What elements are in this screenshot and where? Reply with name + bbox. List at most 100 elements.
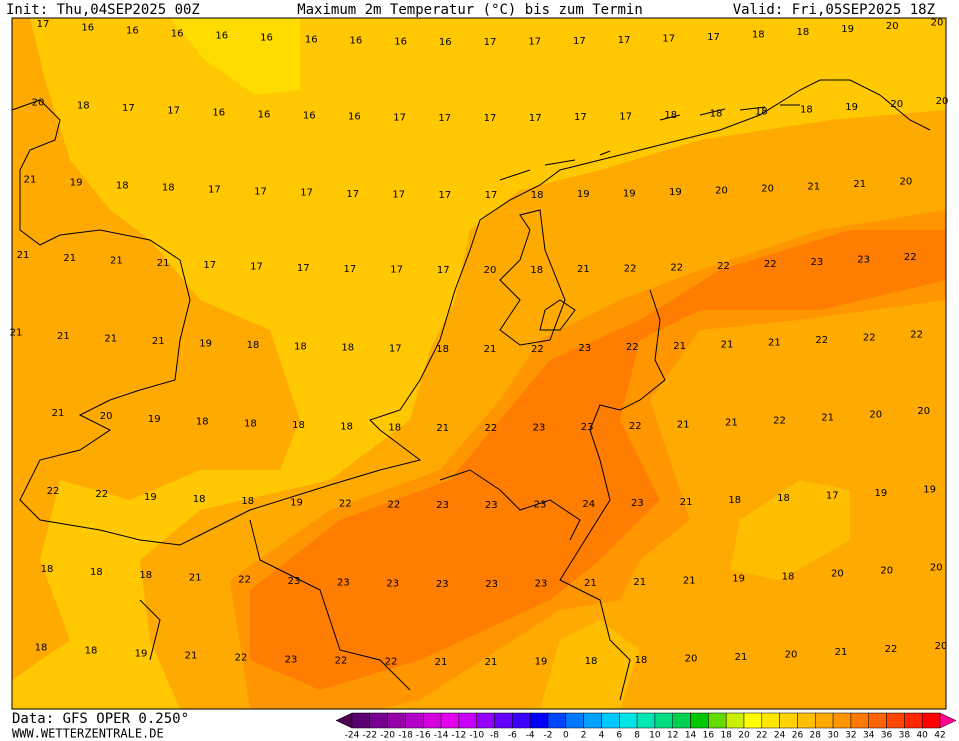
temperature-value: 20 — [886, 21, 899, 32]
temperature-value: 18 — [247, 340, 260, 351]
colorbar-cell — [387, 712, 406, 729]
colorbar-cell — [512, 712, 531, 729]
temperature-value: 18 — [340, 421, 353, 432]
temperature-value: 20 — [32, 97, 45, 108]
temperature-value: 18 — [585, 656, 598, 667]
colorbar-label: 22 — [756, 731, 767, 741]
temperature-value: 21 — [633, 577, 646, 588]
temperature-value: 21 — [157, 258, 170, 269]
temperature-value: 18 — [196, 416, 209, 427]
temperature-value: 21 — [24, 175, 37, 186]
temperature-value: 20 — [890, 99, 903, 110]
temperature-value: 17 — [389, 343, 402, 354]
temperature-value: 17 — [574, 112, 587, 123]
temperature-value: 17 — [390, 265, 403, 276]
colorbar-cell — [601, 712, 620, 729]
temperature-value: 23 — [581, 422, 594, 433]
temperature-field — [12, 18, 946, 709]
temperature-value: 21 — [835, 647, 848, 658]
temperature-value: 18 — [710, 109, 723, 120]
temperature-value: 23 — [857, 255, 870, 266]
temperature-value: 17 — [438, 113, 451, 124]
temperature-value: 17 — [344, 264, 357, 275]
colorbar-end — [335, 712, 353, 729]
colorbar-cell — [797, 712, 816, 729]
temperature-value: 19 — [841, 24, 854, 35]
temperature-value: 23 — [631, 498, 644, 509]
temperature-value: 21 — [189, 572, 202, 583]
temperature-value: 21 — [683, 575, 696, 586]
colorbar-label: -14 — [434, 731, 449, 741]
temperature-value: 17 — [484, 37, 497, 48]
temperature-value: 18 — [664, 110, 677, 121]
temperature-value: 21 — [185, 651, 198, 662]
temperature-value: 21 — [577, 264, 590, 275]
temperature-value: 17 — [203, 260, 216, 271]
colorbar-label: 42 — [934, 731, 945, 741]
temperature-value: 18 — [800, 104, 813, 115]
colorbar-label: 8 — [634, 731, 640, 741]
colorbar-label: -10 — [469, 731, 484, 741]
temperature-value: 21 — [110, 256, 123, 267]
temperature-value: 21 — [485, 657, 498, 668]
temperature-value: 21 — [152, 336, 165, 347]
temperature-value: 22 — [815, 335, 828, 346]
temperature-value: 23 — [485, 500, 498, 511]
colorbar-cell — [405, 712, 424, 729]
temperature-value: 17 — [346, 189, 359, 200]
temperature-value: 18 — [755, 107, 768, 118]
temperature-value: 18 — [116, 180, 129, 191]
colorbar-label: 14 — [685, 731, 697, 741]
temperature-value: 18 — [294, 342, 307, 353]
temperature-value: 21 — [853, 179, 866, 190]
temperature-value: 23 — [535, 579, 548, 590]
colorbar-label: 28 — [810, 731, 822, 741]
temperature-value: 17 — [619, 111, 632, 122]
temperature-value: 21 — [821, 413, 834, 424]
temperature-value: 19 — [290, 497, 303, 508]
colorbar-cell — [654, 712, 673, 729]
temperature-value: 18 — [292, 420, 305, 431]
colorbar-label: 34 — [863, 731, 875, 741]
colorbar-cell — [815, 712, 834, 729]
temperature-value: 23 — [578, 343, 591, 354]
temperature-value: 21 — [63, 253, 76, 264]
temperature-value: 20 — [935, 641, 948, 652]
temperature-value: 19 — [845, 102, 858, 113]
temperature-value: 22 — [47, 486, 60, 497]
colorbar-label: -18 — [398, 731, 413, 741]
temperature-value: 20 — [931, 17, 944, 28]
temperature-value: 18 — [41, 564, 54, 575]
temperature-value: 17 — [167, 105, 180, 116]
colorbar-label: 20 — [738, 731, 750, 741]
temperature-value: 18 — [782, 571, 795, 582]
temperature-value: 21 — [17, 250, 30, 261]
temperature-value: 23 — [485, 579, 498, 590]
temperature-value: 18 — [436, 344, 449, 355]
temperature-value: 19 — [732, 574, 745, 585]
colorbar-cell — [725, 712, 745, 729]
coastlines — [11, 79, 931, 701]
colorbar-label: 40 — [916, 731, 928, 741]
temperature-value: 19 — [70, 178, 83, 189]
colorbar-cell — [868, 712, 887, 729]
colorbar-label: -12 — [452, 731, 467, 741]
temperature-value: 17 — [37, 19, 50, 30]
temperature-value: 16 — [394, 36, 407, 47]
temperature-value: 23 — [436, 579, 449, 590]
colorbar-cell — [761, 712, 780, 729]
temperature-value: 16 — [303, 111, 316, 122]
temperature-value: 17 — [439, 190, 452, 201]
temperature-value: 22 — [764, 259, 777, 270]
temperature-value: 22 — [717, 261, 730, 272]
temperature-value: 21 — [725, 418, 738, 429]
temperature-value: 20 — [715, 186, 728, 197]
colorbar-label: -4 — [526, 731, 535, 741]
temperature-value: 20 — [930, 562, 943, 573]
temperature-value: 23 — [288, 576, 301, 587]
temperature-value: 16 — [260, 33, 273, 44]
colorbar-cell — [743, 712, 763, 729]
temperature-value: 22 — [773, 415, 786, 426]
temperature-labels: 17 16 16 16 16 16 16 16 16 16 17 17 17 17 17 17 18 18 19 20… — [10, 17, 949, 668]
temperature-value: 17 — [707, 32, 720, 43]
